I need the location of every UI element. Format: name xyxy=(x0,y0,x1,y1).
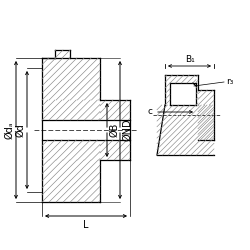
Text: ØND: ØND xyxy=(122,119,132,141)
Text: L: L xyxy=(83,220,89,230)
Text: B₁: B₁ xyxy=(184,55,194,64)
Text: c: c xyxy=(148,108,153,116)
Text: Ød: Ød xyxy=(15,123,25,137)
Text: r₃: r₃ xyxy=(226,78,234,86)
Text: Ødₐ: Ødₐ xyxy=(4,121,14,139)
Text: ØB: ØB xyxy=(109,123,119,137)
